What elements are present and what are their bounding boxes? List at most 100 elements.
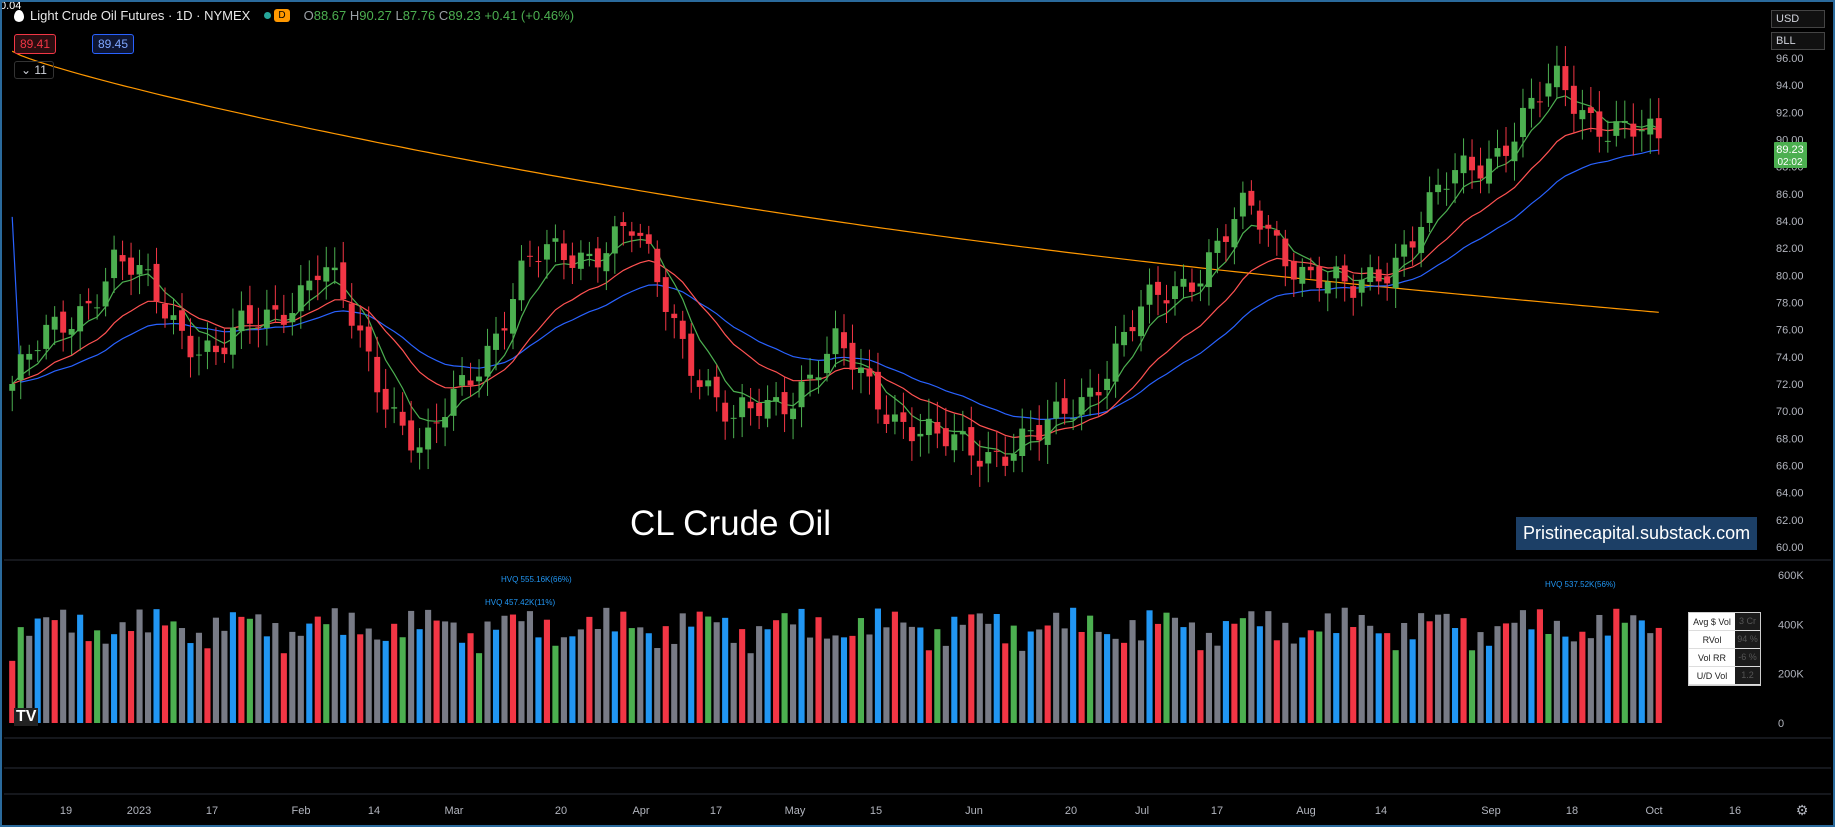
candle-body [1409,241,1416,248]
indicators-toggle[interactable]: ⌄ 11 [14,61,54,79]
volume-bar [77,614,84,723]
tradingview-logo-icon[interactable]: TV [14,708,39,726]
candle-body [1095,391,1102,396]
low-value: 87.76 [402,8,436,23]
volume-bar [569,636,576,723]
candle-body [1426,192,1433,223]
volume-bar [1307,630,1314,723]
volume-bar [399,637,406,723]
volume-bar [518,621,525,723]
candle-body [883,414,890,425]
candle-body [306,280,313,291]
market-status[interactable]: D [264,9,290,22]
buy-price-button[interactable]: 89.45 [92,34,135,54]
candle-body [391,407,398,409]
candle-body [1129,327,1136,332]
volume-bar [1485,645,1493,723]
candle-body [1469,156,1476,171]
site-label: Pristinecapital.substack.com [1516,517,1758,550]
volume-bar [840,637,848,723]
volume-bar [1188,622,1196,723]
candle-body [484,345,491,377]
candle-body [1392,257,1399,289]
candle-body [510,298,516,334]
candle-body [1528,97,1535,109]
volume-bar [297,635,304,723]
candle-body [900,412,907,422]
candle-body [1282,238,1289,267]
stat-value: 94 % [1735,631,1760,648]
volume-bar [187,643,194,723]
volume-bar [212,617,219,723]
candle-body [1647,118,1654,135]
currency-select[interactable]: USD [1771,10,1825,28]
unit-value: BLL [1776,35,1796,47]
volume-bar [993,614,1000,723]
volume-bar [1333,633,1340,723]
last-price-tag [1774,141,1807,168]
volume-bar [170,621,177,723]
price-tick-label: 68.00 [1776,433,1804,445]
volume-bar [1553,620,1560,723]
volume-bar [611,631,618,723]
candle-body [314,275,321,281]
candle-body [951,434,958,451]
candle-body [416,447,423,453]
candle-body [229,327,236,355]
candle-body [790,408,797,420]
volume-bar [1214,645,1221,723]
volume-bar [942,645,949,723]
candle-body [874,371,881,410]
volume-bar [696,611,703,723]
candle-body [968,427,975,456]
unit-select[interactable]: BLL [1771,32,1825,50]
candle-body [993,450,1000,452]
volume-bar [263,636,270,723]
volume-bar [900,622,907,723]
volume-bar [662,626,669,723]
candle-body [408,420,415,451]
volume-bar [1010,625,1017,723]
candle-body [1061,398,1068,414]
candle-body [976,460,983,467]
candle-body [1655,118,1662,139]
volume-bar [348,612,355,723]
volume-bar [1375,633,1382,723]
candle-body [1155,281,1161,295]
candle-body [289,313,296,323]
candle-body [1138,306,1145,337]
volume-bar [408,610,415,723]
volume-bar [1358,614,1365,723]
symbol-title[interactable]: Light Crude Oil Futures · 1D · NYMEX [30,8,251,23]
volume-bar [790,624,797,723]
volume-bar [849,635,856,723]
volume-bar [1154,623,1162,723]
volume-bar [1528,629,1535,723]
candle-body [747,401,754,409]
sell-price-button[interactable]: 89.41 [14,34,57,54]
close-label: C [438,8,449,23]
candle-body [26,353,33,360]
candle-body [1545,83,1552,97]
volume-bar [1536,609,1543,723]
candle-body [526,255,533,257]
hvq-annotation: HVQ 537.52K(56%) [1545,580,1616,589]
volume-bar [1231,623,1238,723]
volume-bar [1095,631,1102,723]
candle-body [1316,266,1323,289]
candle-body [1265,224,1272,229]
volume-bar [543,619,550,723]
volume-bar [739,629,746,723]
volume-bar [1019,650,1026,723]
time-tick-label: Aug [1296,805,1316,817]
time-tick-label: Jun [965,805,983,817]
candle-body [1494,148,1501,157]
volume-bar [501,615,508,723]
volume-bar [1511,622,1518,723]
volume-bar [1112,638,1119,723]
candle-body [552,238,559,242]
candle-body [1553,65,1560,88]
volume-bar [1104,634,1111,723]
volume-bar [374,639,381,723]
